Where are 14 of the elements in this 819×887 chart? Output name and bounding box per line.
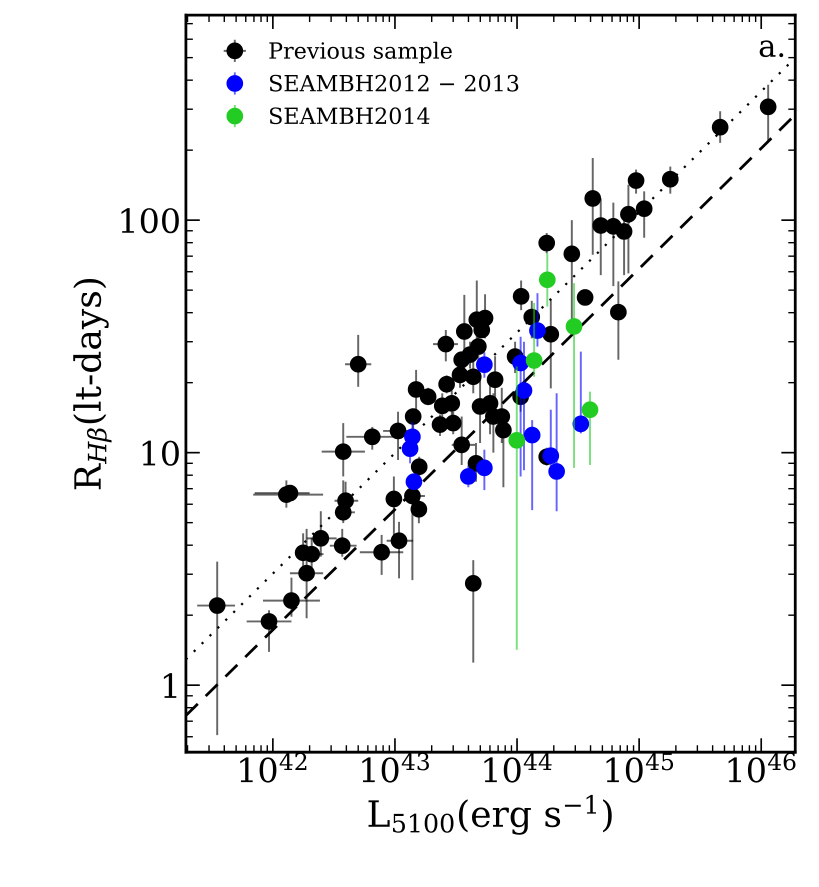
x-tick-label: 10$^{46}$ [728,752,796,783]
x-tick-label: 10$^{44}$ [484,752,552,783]
annotation: a. [760,40,784,58]
y-tick-label: 10 [142,440,179,466]
y-tick-label: 1 [164,673,176,698]
legend-label: SEAMBH2014 [270,107,430,124]
x-tick-label: 10$^{43}$ [362,752,429,783]
y-tick-label: 100 [121,208,179,234]
legend-label: SEAMBH2012 − 2013 [270,74,518,92]
x-axis-title: L$_{5100}$(erg s$^{−1}$) [368,794,612,835]
y-axis-title: R$_{Hβ}$(lt-days) [73,278,112,490]
x-tick-label: 10$^{45}$ [606,752,674,783]
legend-label: Previous sample [269,42,452,64]
x-tick-label: 10$^{42}$ [240,752,306,783]
